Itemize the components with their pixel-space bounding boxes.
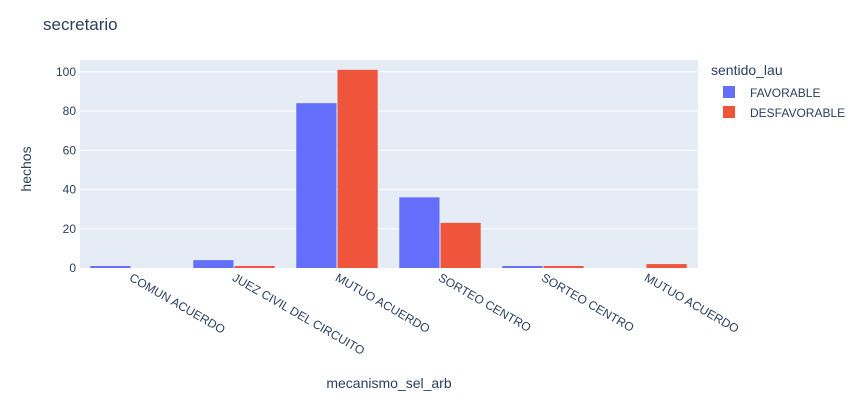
x-tick-label: COMUN ACUERDO — [127, 270, 228, 336]
legend-title: sentido_lau — [711, 62, 783, 78]
bar-favorable-3 — [399, 197, 440, 268]
bar-desfavorable-1 — [234, 266, 275, 268]
bar-favorable-4 — [502, 266, 543, 268]
bars — [90, 69, 687, 269]
y-tick-label: 0 — [69, 261, 76, 275]
y-tick-label: 20 — [63, 222, 77, 236]
x-tick-label: SORTEO CENTRO — [539, 270, 636, 334]
x-axis-ticks: COMUN ACUERDO JUEZ CIVIL DEL CIRCUITOMUTU… — [127, 270, 741, 357]
x-tick-label: SORTEO CENTRO — [436, 270, 533, 334]
legend: sentido_lau FAVORABLE DESFAVORABLE — [711, 62, 845, 120]
bar-desfavorable-3 — [440, 222, 481, 268]
legend-label-desfavorable: DESFAVORABLE — [750, 106, 845, 120]
bar-desfavorable-4 — [543, 266, 584, 268]
chart-title: secretario — [43, 15, 118, 34]
bar-desfavorable-5 — [646, 264, 687, 268]
plot-area — [80, 60, 698, 268]
y-tick-label: 100 — [56, 65, 76, 79]
x-tick-label: MUTUO ACUERDO — [333, 270, 432, 335]
x-tick-label: MUTUO ACUERDO — [642, 270, 741, 335]
y-axis-title: hechos — [18, 146, 34, 191]
legend-swatch-favorable — [723, 86, 735, 98]
x-axis-title: mecanismo_sel_arb — [326, 375, 451, 391]
gridlines — [80, 71, 698, 230]
y-tick-label: 60 — [63, 143, 77, 157]
y-tick-label: 80 — [63, 104, 77, 118]
bar-desfavorable-2 — [337, 69, 378, 269]
bar-favorable-0 — [90, 266, 131, 268]
bar-favorable-1 — [193, 260, 234, 268]
legend-swatch-desfavorable — [723, 106, 735, 118]
y-axis-ticks: 0 20 40 60 80 100 — [56, 65, 76, 275]
bar-favorable-2 — [296, 103, 337, 268]
y-tick-label: 40 — [63, 183, 77, 197]
legend-label-favorable: FAVORABLE — [750, 86, 820, 100]
